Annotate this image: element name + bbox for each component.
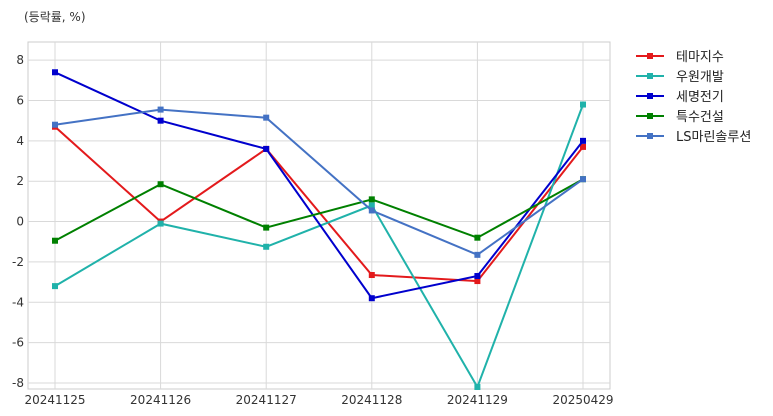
y-tick-label: 0 xyxy=(16,215,24,229)
series-line xyxy=(54,104,584,390)
unit-label: (등락률, %) xyxy=(24,10,86,24)
data-point xyxy=(157,117,164,124)
y-tick-label: -2 xyxy=(12,255,24,269)
series-line xyxy=(54,125,584,283)
x-tick-label: 20241128 xyxy=(341,393,402,407)
legend-item: 세명전기 xyxy=(636,90,724,105)
x-tick-label: 20250429 xyxy=(552,393,613,407)
x-tick-label: 20241129 xyxy=(447,393,508,407)
data-point xyxy=(157,181,164,188)
data-point xyxy=(52,69,58,76)
data-point xyxy=(368,295,375,302)
data-point xyxy=(368,202,375,209)
series-line xyxy=(54,108,584,256)
legend-swatch-marker xyxy=(647,133,653,139)
x-tick-labels: 20241125 20241126 20241127 20241128 20241129… xyxy=(24,393,613,407)
legend-item: 테마지수 xyxy=(636,50,724,65)
data-point xyxy=(368,272,375,279)
x-tick-label: 20241127 xyxy=(236,393,297,407)
data-point xyxy=(52,121,58,128)
data-point xyxy=(580,101,586,108)
data-point xyxy=(580,176,586,183)
legend-item: 특수건설 xyxy=(636,110,724,125)
y-tick-label: -4 xyxy=(12,295,24,309)
y-tick-label: 2 xyxy=(16,174,24,188)
y-tick-label: 8 xyxy=(16,53,24,67)
data-point xyxy=(580,137,586,144)
series-lines xyxy=(52,69,586,390)
y-tick-label: -8 xyxy=(12,376,24,390)
legend-swatch-marker xyxy=(647,113,653,119)
data-point xyxy=(52,237,58,244)
y-tick-label: 4 xyxy=(16,134,24,148)
y-tick-label: -6 xyxy=(12,336,24,350)
legend-label: LS마린솔루션 xyxy=(676,130,751,145)
legend-swatch-marker xyxy=(647,93,653,99)
data-point xyxy=(474,273,481,280)
data-point xyxy=(263,243,270,250)
data-point xyxy=(263,145,270,152)
data-point xyxy=(157,220,164,227)
legend-label: 우원개발 xyxy=(676,70,724,85)
data-point xyxy=(368,196,375,203)
legend-label: 특수건설 xyxy=(676,110,724,125)
legend-item: LS마린솔루션 xyxy=(636,130,751,145)
data-point xyxy=(474,234,481,241)
data-point xyxy=(263,224,270,231)
legend-swatch-marker xyxy=(647,53,653,59)
x-tick-label: 20241126 xyxy=(130,393,191,407)
data-point xyxy=(157,106,164,113)
series-2 xyxy=(52,101,586,390)
series-line xyxy=(54,178,584,242)
plot-area xyxy=(27,41,611,390)
data-point xyxy=(474,278,481,285)
legend-label: 테마지수 xyxy=(676,50,724,65)
data-point xyxy=(474,383,481,390)
data-point xyxy=(368,207,375,214)
grid-lines xyxy=(28,42,610,389)
data-point xyxy=(52,283,58,290)
series-5 xyxy=(52,106,586,258)
data-point xyxy=(580,143,586,150)
legend-swatch-marker xyxy=(647,73,653,79)
y-tick-label: 6 xyxy=(16,94,24,108)
data-point xyxy=(474,251,481,258)
legend-label: 세명전기 xyxy=(676,90,724,105)
legend-item: 우원개발 xyxy=(636,70,724,85)
y-tick-labels: -8 -6 -4 -2 0 2 4 6 8 xyxy=(12,53,24,390)
x-tick-label: 20241125 xyxy=(24,393,85,407)
data-point xyxy=(263,114,270,121)
